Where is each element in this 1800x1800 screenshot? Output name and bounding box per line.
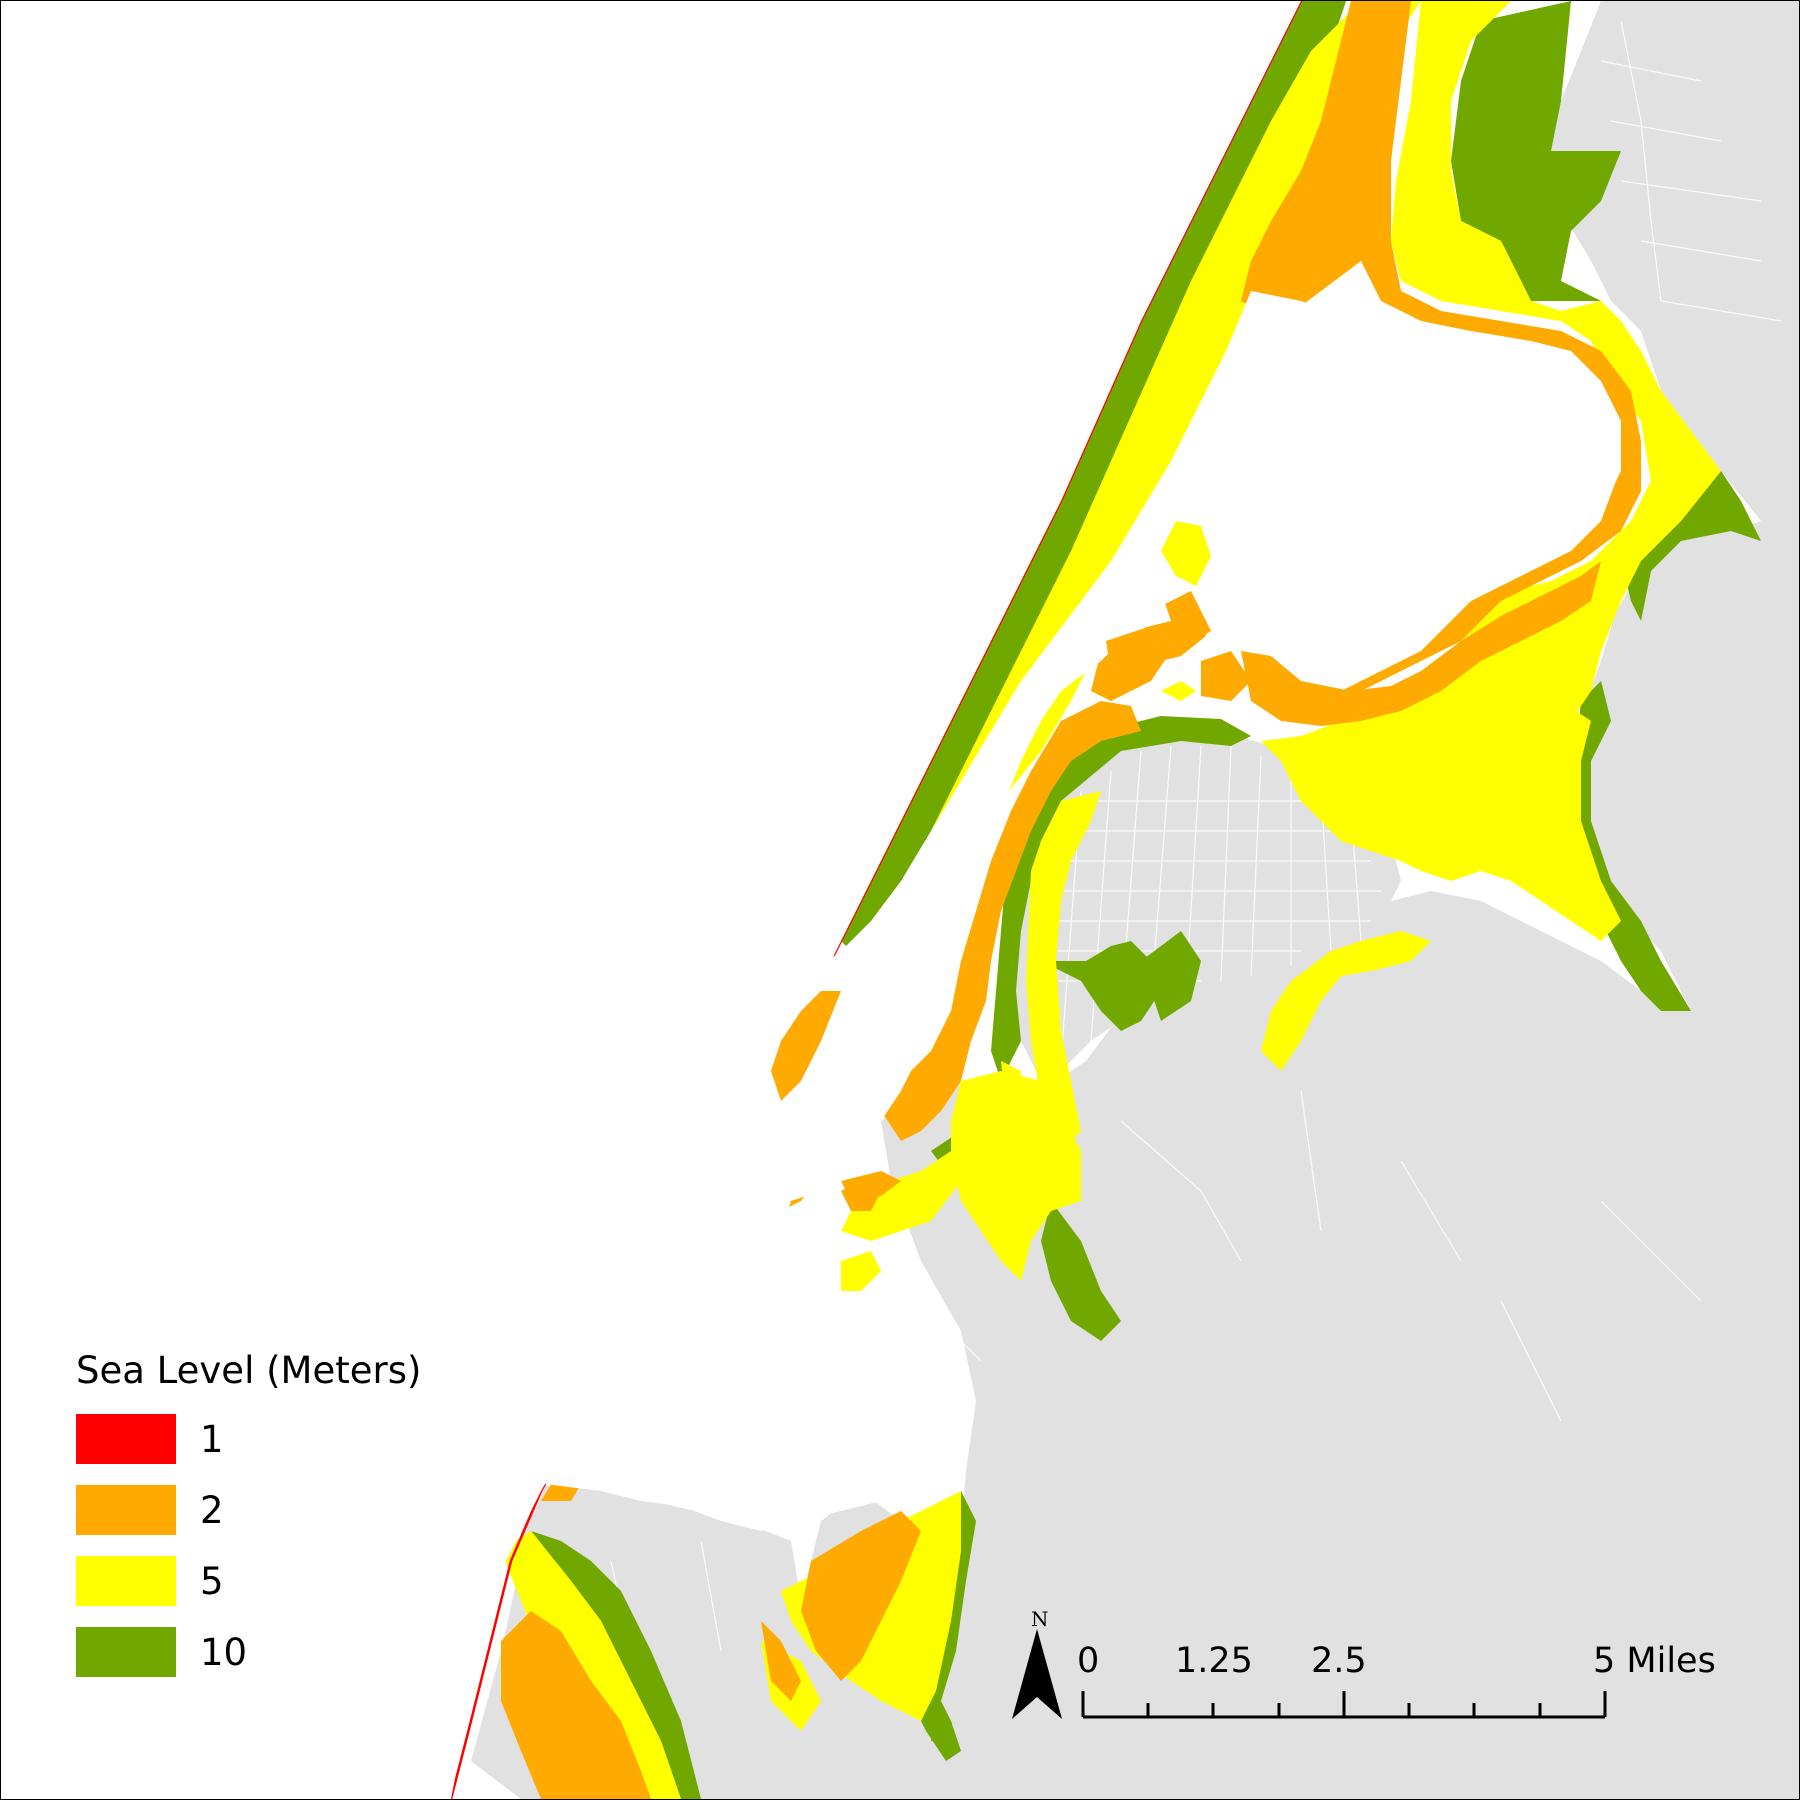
legend-swatch-1m [76,1414,176,1464]
scale-label-2-5: 2.5 [1311,1641,1367,1681]
road-network [610,20,1782,1702]
north-label: N [1031,1607,1049,1631]
legend-swatch-2m [76,1485,176,1535]
legend-item-10m: 10 [76,1627,421,1677]
legend-item-5m: 5 [76,1556,421,1606]
north-arrow-icon [1012,1629,1062,1719]
legend-label-5m: 5 [200,1559,224,1603]
scale-label-5-miles: 5 Miles [1593,1641,1716,1681]
scale-bar: 0 1.25 2.5 5 Miles [1077,1641,1716,1721]
legend-label-1m: 1 [200,1417,224,1461]
legend-swatch-10m [76,1627,176,1677]
legend-item-1m: 1 [76,1414,421,1464]
legend: Sea Level (Meters) 1 2 5 10 [76,1349,421,1698]
inundation-fringe [771,561,1601,1201]
legend-title: Sea Level (Meters) [76,1349,422,1392]
scale-bar-ruler [1081,1691,1607,1719]
scale-label-0: 0 [1077,1641,1100,1681]
legend-item-2m: 2 [76,1485,421,1535]
land-area [721,1,1799,1799]
legend-swatch-5m [76,1556,176,1606]
water-bodies [1,1,1616,1799]
scale-label-1-25: 1.25 [1175,1641,1253,1681]
legend-label-2m: 2 [200,1488,224,1532]
legend-label-10m: 10 [200,1630,248,1674]
